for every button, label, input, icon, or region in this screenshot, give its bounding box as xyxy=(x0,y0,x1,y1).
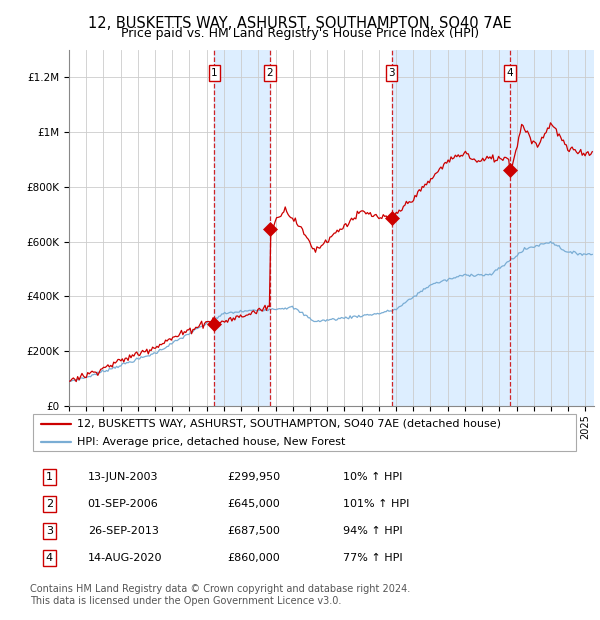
Text: 1: 1 xyxy=(211,68,218,78)
Text: 12, BUSKETTS WAY, ASHURST, SOUTHAMPTON, SO40 7AE (detached house): 12, BUSKETTS WAY, ASHURST, SOUTHAMPTON, … xyxy=(77,418,500,428)
Text: 3: 3 xyxy=(388,68,395,78)
Text: 4: 4 xyxy=(506,68,514,78)
Bar xyxy=(214,50,270,406)
Text: 3: 3 xyxy=(46,526,53,536)
Text: £860,000: £860,000 xyxy=(227,552,280,563)
Text: 14-AUG-2020: 14-AUG-2020 xyxy=(88,552,162,563)
Bar xyxy=(392,50,510,406)
Text: 77% ↑ HPI: 77% ↑ HPI xyxy=(343,552,403,563)
Text: £645,000: £645,000 xyxy=(227,499,280,509)
Text: HPI: Average price, detached house, New Forest: HPI: Average price, detached house, New … xyxy=(77,436,345,447)
Text: 4: 4 xyxy=(46,552,53,563)
Text: 2: 2 xyxy=(266,68,273,78)
Text: 94% ↑ HPI: 94% ↑ HPI xyxy=(343,526,403,536)
Text: 2: 2 xyxy=(46,499,53,509)
Text: 13-JUN-2003: 13-JUN-2003 xyxy=(88,472,158,482)
Text: £299,950: £299,950 xyxy=(227,472,281,482)
Text: Contains HM Land Registry data © Crown copyright and database right 2024.
This d: Contains HM Land Registry data © Crown c… xyxy=(30,584,410,606)
Text: 12, BUSKETTS WAY, ASHURST, SOUTHAMPTON, SO40 7AE: 12, BUSKETTS WAY, ASHURST, SOUTHAMPTON, … xyxy=(88,16,512,30)
Bar xyxy=(510,50,594,406)
Text: 01-SEP-2006: 01-SEP-2006 xyxy=(88,499,158,509)
Text: 26-SEP-2013: 26-SEP-2013 xyxy=(88,526,158,536)
Text: Price paid vs. HM Land Registry's House Price Index (HPI): Price paid vs. HM Land Registry's House … xyxy=(121,27,479,40)
Text: £687,500: £687,500 xyxy=(227,526,281,536)
Text: 10% ↑ HPI: 10% ↑ HPI xyxy=(343,472,403,482)
Text: 1: 1 xyxy=(46,472,53,482)
Text: 101% ↑ HPI: 101% ↑ HPI xyxy=(343,499,409,509)
FancyBboxPatch shape xyxy=(33,414,576,451)
